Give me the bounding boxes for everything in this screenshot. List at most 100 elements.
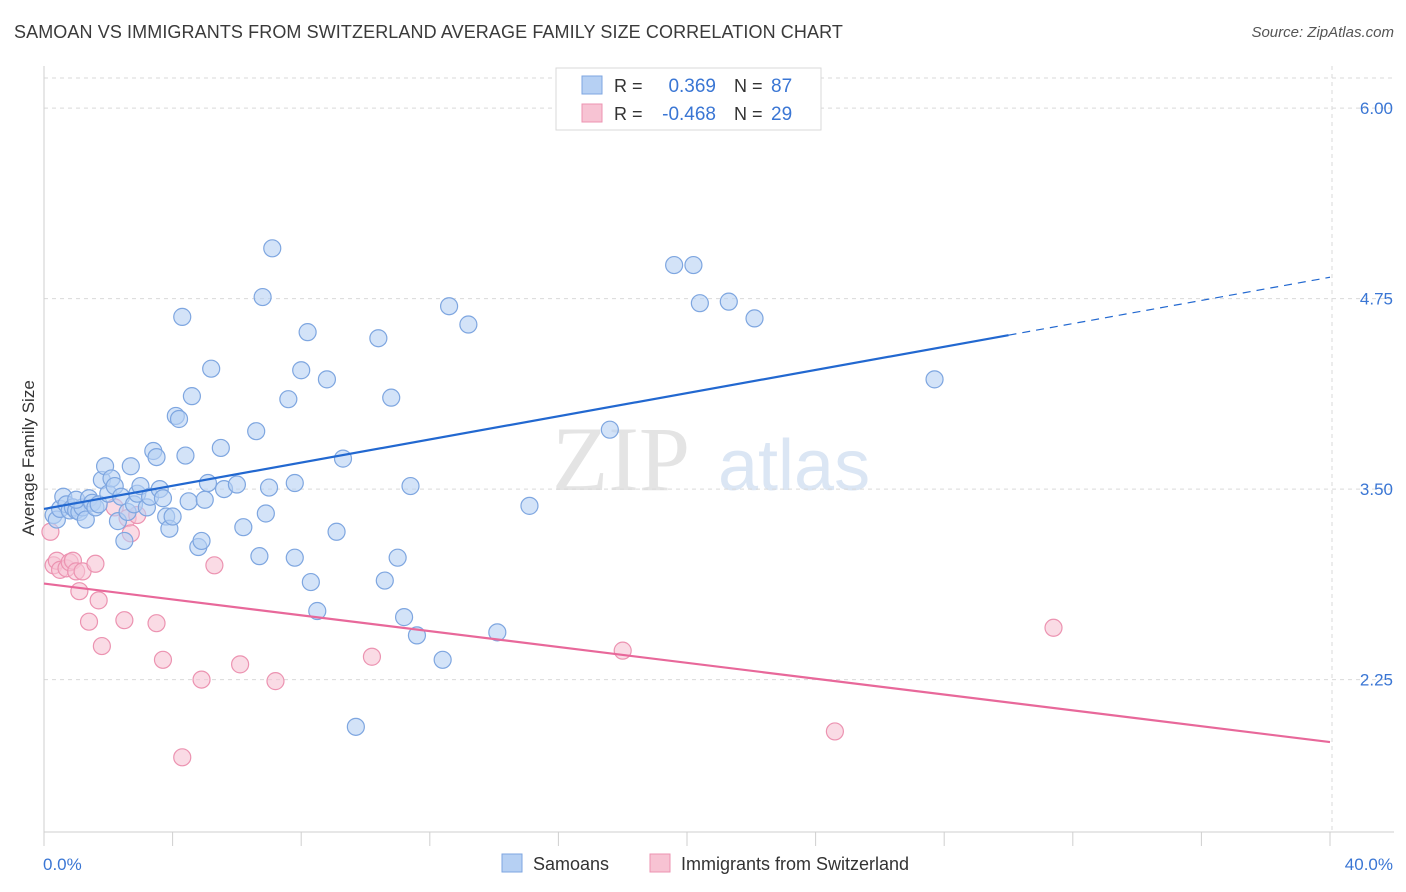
samoans-point	[488, 623, 507, 642]
axes	[43, 66, 1394, 833]
stats-n-value-2: 29	[771, 104, 792, 125]
samoans-point	[298, 323, 317, 342]
x-tick-label-min: 0.0%	[43, 855, 82, 874]
samoans-point	[234, 518, 253, 537]
samoans-point	[317, 370, 337, 389]
stats-n-label-1: N =	[734, 76, 763, 96]
samoans-point	[369, 329, 388, 348]
legend-swatch-swiss	[649, 853, 671, 873]
y-axis-label: Average Family Size	[19, 380, 38, 536]
samoans-point	[690, 294, 709, 313]
samoans-trend-line	[43, 334, 1009, 510]
watermark-atlas: atlas	[718, 426, 870, 506]
samoans-point	[263, 239, 282, 258]
samoans-point	[292, 361, 311, 380]
samoans-point	[182, 387, 201, 406]
samoans-point	[600, 420, 619, 439]
samoans-point	[382, 388, 401, 407]
stats-n-label-2: N =	[734, 104, 763, 124]
samoans-point	[745, 309, 764, 328]
samoans-point	[195, 490, 214, 509]
samoans-point	[76, 510, 95, 529]
samoans-point	[259, 478, 279, 497]
stats-legend: R = 0.369 N = 87 R = -0.468 N = 29	[555, 67, 822, 131]
stats-r-label-2: R =	[614, 104, 643, 124]
x-tick-label-max: 40.0%	[1345, 855, 1393, 874]
samoans-point	[301, 572, 320, 592]
samoans-point	[439, 297, 459, 316]
y-tick-label: 3.50	[1360, 480, 1393, 499]
x-axis-ticks	[43, 832, 1331, 846]
samoans-point	[285, 473, 304, 493]
stats-swatch-samoans	[581, 75, 603, 95]
y-axis-tick-labels: 2.25 3.50 4.75 6.00	[1360, 99, 1393, 690]
samoans-point	[163, 507, 182, 526]
samoans-point	[121, 457, 140, 476]
swiss-point	[266, 672, 285, 691]
samoans-point	[227, 475, 246, 494]
watermark-zip: ZIP	[552, 408, 690, 510]
legend-label-samoans: Samoans	[533, 854, 609, 874]
stats-r-value-2: -0.468	[662, 104, 716, 125]
swiss-point	[192, 670, 211, 689]
y-tick-label: 2.25	[1360, 671, 1393, 690]
samoans-point	[327, 522, 346, 541]
stats-r-label-1: R =	[614, 76, 643, 96]
samoans-point	[459, 315, 478, 334]
samoans-point	[665, 255, 684, 275]
samoans-point	[247, 422, 266, 441]
samoans-point	[256, 504, 275, 523]
swiss-point	[89, 591, 108, 610]
y-tick-label: 4.75	[1360, 290, 1393, 309]
swiss-point	[153, 650, 173, 669]
swiss-trend-line	[43, 582, 1331, 744]
swiss-point	[115, 611, 134, 630]
samoans-point	[394, 608, 414, 627]
samoans-point	[250, 547, 269, 566]
swiss-point	[1044, 618, 1063, 637]
series-samoans-points	[44, 239, 944, 736]
samoans-point	[346, 717, 365, 736]
samoans-point	[684, 255, 703, 275]
samoans-point	[308, 601, 327, 621]
samoans-point	[147, 447, 166, 467]
samoans-point	[179, 492, 198, 511]
samoans-point	[285, 548, 304, 567]
swiss-point	[362, 647, 382, 666]
chart-title: SAMOAN VS IMMIGRANTS FROM SWITZERLAND AV…	[14, 22, 843, 42]
stats-r-value-1: 0.369	[668, 76, 716, 97]
stats-swatch-swiss	[581, 103, 603, 123]
samoans-point	[115, 531, 134, 551]
swiss-point	[70, 582, 89, 601]
swiss-point	[231, 655, 250, 674]
swiss-point	[92, 636, 111, 656]
samoans-point	[520, 496, 539, 515]
samoans-point	[253, 287, 272, 307]
source-label: Source: ZipAtlas.com	[1251, 24, 1394, 41]
samoans-point	[202, 359, 221, 378]
samoans-point	[719, 292, 738, 311]
legend-label-swiss: Immigrants from Switzerland	[681, 854, 909, 874]
samoans-point	[333, 449, 353, 468]
samoans-point	[169, 409, 189, 429]
swiss-point	[825, 722, 844, 741]
samoans-point	[192, 531, 211, 551]
swiss-point	[173, 748, 192, 767]
samoans-point	[433, 650, 452, 669]
samoans-point	[153, 489, 173, 508]
samoans-point	[176, 446, 195, 465]
swiss-point	[205, 556, 224, 575]
samoans-point	[925, 370, 944, 389]
samoans-trend-extension	[1008, 276, 1331, 336]
swiss-point	[147, 614, 166, 633]
series-legend: Samoans Immigrants from Switzerland	[501, 853, 909, 874]
samoans-point	[388, 548, 407, 567]
legend-swatch-samoans	[501, 853, 523, 873]
stats-n-value-1: 87	[771, 76, 792, 97]
y-tick-label: 6.00	[1360, 99, 1393, 118]
swiss-point	[79, 612, 99, 631]
samoans-point	[198, 473, 218, 493]
samoans-point	[173, 307, 192, 326]
samoans-point	[375, 571, 394, 590]
